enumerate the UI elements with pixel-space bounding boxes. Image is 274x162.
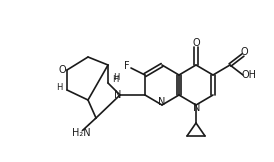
- Text: O: O: [58, 65, 66, 75]
- Text: OH: OH: [241, 70, 256, 80]
- Text: H: H: [56, 82, 62, 92]
- Text: N: N: [193, 103, 201, 113]
- Text: O: O: [192, 38, 200, 48]
- Text: H₂N: H₂N: [72, 128, 90, 138]
- Text: O: O: [240, 47, 248, 57]
- Text: H: H: [112, 75, 118, 83]
- Text: N: N: [158, 97, 166, 107]
- Text: N: N: [114, 90, 122, 100]
- Text: H: H: [113, 74, 119, 82]
- Text: F: F: [124, 61, 130, 71]
